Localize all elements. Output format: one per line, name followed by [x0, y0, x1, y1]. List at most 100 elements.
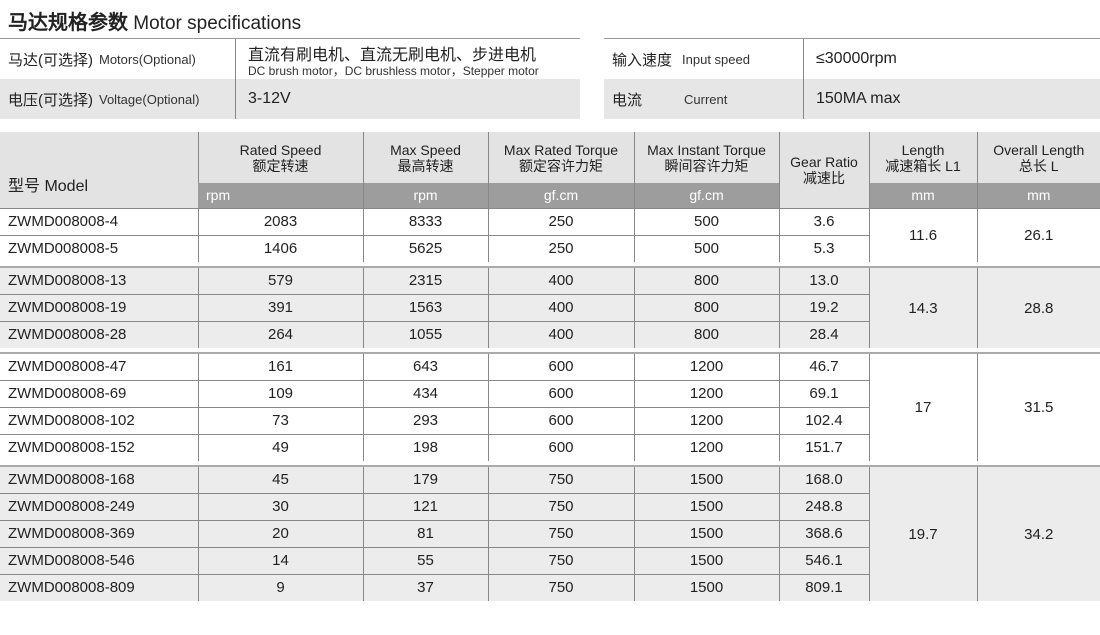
spec-table-right: 输入速度 Input speed ≤30000rpm 电流 Current 150M… — [604, 38, 1100, 119]
value-cell: 46.7 — [778, 352, 869, 380]
spec-value: 直流有刷电机、直流无刷电机、步进电机 DC brush motor，DC brus… — [248, 47, 539, 78]
overall-length-cell: 26.1 — [976, 207, 1100, 262]
value-cell: 1055 — [362, 320, 488, 348]
value-cell: 400 — [487, 293, 634, 321]
value-cell: 81 — [362, 519, 488, 547]
value-cell: 500 — [633, 207, 779, 235]
overall-length-cell: 28.8 — [976, 266, 1100, 348]
spec-row-current: 电流 Current 150MA max — [604, 79, 1100, 119]
table-row: ZWMD008008-5 1406 5625 250 500 5.3 — [0, 234, 1100, 262]
value-cell: 168.0 — [778, 465, 869, 493]
value-cell: 248.8 — [778, 492, 869, 520]
spec-row-motors: 马达(可选择) Motors(Optional) 直流有刷电机、直流无刷电机、步进… — [0, 39, 580, 79]
value-cell: 600 — [487, 406, 634, 434]
header-unit: rpm — [198, 183, 363, 208]
value-cell: 161 — [197, 352, 363, 380]
value-cell: 750 — [487, 546, 634, 574]
value-cell: 1500 — [633, 492, 779, 520]
table-row: ZWMD008008-102 73 293 600 1200 102.4 — [0, 406, 1100, 434]
model-cell: ZWMD008008-13 — [0, 266, 198, 294]
value-cell: 368.6 — [778, 519, 869, 547]
value-cell: 600 — [487, 379, 634, 407]
value-cell: 250 — [487, 234, 634, 262]
table-row: ZWMD008008-152 49 198 600 1200 151.7 — [0, 433, 1100, 461]
value-cell: 3.6 — [778, 207, 869, 235]
value-cell: 1200 — [633, 406, 779, 434]
value-cell: 8333 — [362, 207, 488, 235]
table-row: ZWMD008008-4 2083 8333 250 500 3.6 11.6 26.1 — [0, 207, 1100, 262]
value-cell: 643 — [362, 352, 488, 380]
model-cell: ZWMD008008-4 — [0, 207, 198, 235]
value-cell: 102.4 — [778, 406, 869, 434]
value-cell: 73 — [197, 406, 363, 434]
value-cell: 400 — [487, 320, 634, 348]
model-cell: ZWMD008008-369 — [0, 519, 198, 547]
row-group: ZWMD008008-47 161 643 600 1200 46.7 17 31.5 ZWMD… — [0, 348, 1100, 461]
value-cell: 1500 — [633, 546, 779, 574]
length-cell: 11.6 — [868, 207, 977, 262]
model-cell: ZWMD008008-5 — [0, 234, 198, 262]
spec-value: 3-12V — [248, 90, 291, 107]
value-cell: 750 — [487, 465, 634, 493]
header-col: Length 减速箱长 L1 — [868, 132, 977, 183]
table-row: ZWMD008008-47 161 643 600 1200 46.7 17 31.5 — [0, 352, 1100, 461]
value-cell: 2083 — [197, 207, 363, 235]
page-title: 马达规格参数 Motor specifications — [8, 6, 301, 35]
value-cell: 151.7 — [778, 433, 869, 461]
table-row: ZWMD008008-369 20 81 750 1500 368.6 — [0, 519, 1100, 547]
value-cell: 1500 — [633, 573, 779, 601]
header-unit: mm — [976, 183, 1100, 208]
header-col: Max Speed 最高转速 — [362, 132, 488, 183]
header-unit: gf.cm — [633, 183, 779, 208]
spec-label: 马达(可选择) Motors(Optional) — [0, 39, 236, 79]
header-gear-ratio: Gear Ratio 减速比 — [778, 132, 869, 208]
length-cell: 17 — [868, 352, 977, 461]
value-cell: 750 — [487, 492, 634, 520]
value-cell: 5.3 — [778, 234, 869, 262]
spec-value: ≤30000rpm — [816, 50, 897, 67]
value-cell: 9 — [197, 573, 363, 601]
value-cell: 500 — [633, 234, 779, 262]
value-cell: 750 — [487, 573, 634, 601]
value-cell: 1200 — [633, 433, 779, 461]
model-cell: ZWMD008008-47 — [0, 352, 198, 380]
value-cell: 19.2 — [778, 293, 869, 321]
value-cell: 198 — [362, 433, 488, 461]
value-cell: 434 — [362, 379, 488, 407]
value-cell: 28.4 — [778, 320, 869, 348]
spec-label: 电压(可选择) Voltage(Optional) — [0, 79, 236, 119]
model-cell: ZWMD008008-809 — [0, 573, 198, 601]
spec-label: 电流 Current — [604, 79, 804, 119]
title-cn: 马达规格参数 — [8, 12, 128, 34]
value-cell: 293 — [362, 406, 488, 434]
table-row: ZWMD008008-249 30 121 750 1500 248.8 — [0, 492, 1100, 520]
length-cell: 19.7 — [868, 465, 977, 601]
value-cell: 800 — [633, 320, 779, 348]
value-cell: 1406 — [197, 234, 363, 262]
value-cell: 1200 — [633, 379, 779, 407]
spec-value: 150MA max — [816, 90, 901, 107]
value-cell: 1500 — [633, 519, 779, 547]
overall-length-cell: 34.2 — [976, 465, 1100, 601]
overall-length-cell: 31.5 — [976, 352, 1100, 461]
table-row: ZWMD008008-19 391 1563 400 800 19.2 — [0, 293, 1100, 321]
row-group: ZWMD008008-13 579 2315 400 800 13.0 14.3 28.8 ZW… — [0, 262, 1100, 348]
header-col: Rated Speed 额定转速 — [197, 132, 363, 183]
value-cell: 250 — [487, 207, 634, 235]
value-cell: 1200 — [633, 352, 779, 380]
model-cell: ZWMD008008-69 — [0, 379, 198, 407]
value-cell: 600 — [487, 433, 634, 461]
header-unit: mm — [868, 183, 977, 208]
spec-table-left: 马达(可选择) Motors(Optional) 直流有刷电机、直流无刷电机、步进… — [0, 38, 580, 119]
value-cell: 809.1 — [778, 573, 869, 601]
value-cell: 579 — [197, 266, 363, 294]
value-cell: 600 — [487, 352, 634, 380]
value-cell: 391 — [197, 293, 363, 321]
value-cell: 750 — [487, 519, 634, 547]
model-cell: ZWMD008008-102 — [0, 406, 198, 434]
header-col: Max Instant Torque 瞬间容许力矩 — [633, 132, 779, 183]
value-cell: 30 — [197, 492, 363, 520]
title-en: Motor specifications — [133, 13, 302, 34]
row-group: ZWMD008008-168 45 179 750 1500 168.0 19.7 34.2 Z… — [0, 461, 1100, 601]
value-cell: 55 — [362, 546, 488, 574]
